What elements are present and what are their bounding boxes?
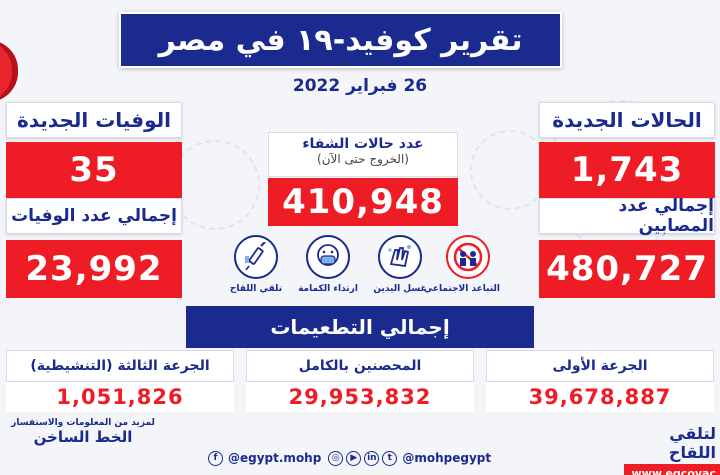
total-cases-label: إجمالي عدد المصابين <box>539 196 715 236</box>
linkedin-icon[interactable]: in <box>364 450 380 466</box>
social-links: f @egypt.mohp ◎ ▶ in t @mohpegypt <box>208 448 528 468</box>
youtube-icon[interactable]: ▶ <box>346 450 362 466</box>
virus-decoration <box>170 140 260 230</box>
recovered-label: عدد حالات الشفاء <box>302 136 424 152</box>
mask-icon <box>306 235 350 279</box>
recovered-sublabel: (الخروج حتى الآن) <box>317 152 409 166</box>
prevention-item-handwash: غسل اليدين <box>368 235 432 294</box>
prevention-label: ارتداء الكمامة <box>298 284 358 294</box>
prevention-label: التباعد الاجتماعي <box>423 284 500 294</box>
social-distancing-icon <box>446 235 490 279</box>
fully-vaccinated-label: المحصنين بالكامل <box>246 350 474 382</box>
vaccinations-title: إجمالي التطعيمات <box>186 306 534 348</box>
vaccine-icon <box>234 235 278 279</box>
facebook-handle[interactable]: @egypt.mohp <box>228 451 322 465</box>
twitter-icon[interactable]: t <box>382 450 398 466</box>
vaccine-cta-text: لتلقي اللقاح <box>668 424 716 462</box>
facebook-icon[interactable]: f <box>208 450 223 466</box>
booster-label: الجرعة الثالثة (التنشيطية) <box>6 350 234 382</box>
fully-vaccinated-card: المحصنين بالكامل 29,953,832 <box>246 350 474 412</box>
booster-value: 1,051,826 <box>6 382 234 412</box>
new-deaths-label: الوفيات الجديدة <box>6 102 182 138</box>
page-title: تقرير كوفيد-١٩ في مصر <box>119 12 562 68</box>
recovered-label-box: عدد حالات الشفاء (الخروج حتى الآن) <box>268 132 458 177</box>
prevention-item-vaccine: تلقي اللقاح <box>224 235 288 294</box>
virus-decoration <box>470 130 550 210</box>
hotline-block: لمزيد من المعلومات والاستفسار الخط الساخ… <box>8 418 158 446</box>
first-dose-label: الجرعة الأولى <box>486 350 714 382</box>
ministry-logo <box>0 40 18 102</box>
prevention-label: تلقي اللقاح <box>229 284 283 294</box>
hotline-title: الخط الساخن <box>33 428 133 446</box>
vaccine-cta-block: لتلقي اللقاح www.egcovac <box>624 424 720 475</box>
prevention-label: غسل اليدين <box>373 284 427 294</box>
new-deaths-value: 35 <box>6 142 182 198</box>
booster-card: الجرعة الثالثة (التنشيطية) 1,051,826 <box>6 350 234 412</box>
new-cases-label: الحالات الجديدة <box>539 102 715 138</box>
prevention-item-mask: ارتداء الكمامة <box>296 235 360 294</box>
social-handle[interactable]: @mohpegypt <box>402 451 492 465</box>
prevention-item-distancing: التباعد الاجتماعي <box>423 235 500 294</box>
hand-washing-icon <box>378 235 422 279</box>
fully-vaccinated-value: 29,953,832 <box>246 382 474 412</box>
total-cases-value: 480,727 <box>539 240 715 298</box>
instagram-icon[interactable]: ◎ <box>328 450 344 466</box>
prevention-icons: التباعد الاجتماعي غسل اليدين ارتداء الكم… <box>225 235 500 305</box>
total-deaths-value: 23,992 <box>6 240 182 298</box>
hotline-subtitle: لمزيد من المعلومات والاستفسار <box>11 418 155 428</box>
first-dose-card: الجرعة الأولى 39,678,887 <box>486 350 714 412</box>
recovered-value: 410,948 <box>268 178 458 226</box>
report-date: 26 فبراير 2022 <box>292 76 428 96</box>
new-cases-value: 1,743 <box>539 142 715 198</box>
total-deaths-label: إجمالي عدد الوفيات <box>6 198 182 234</box>
first-dose-value: 39,678,887 <box>486 382 714 412</box>
vaccine-url[interactable]: www.egcovac <box>624 464 720 475</box>
